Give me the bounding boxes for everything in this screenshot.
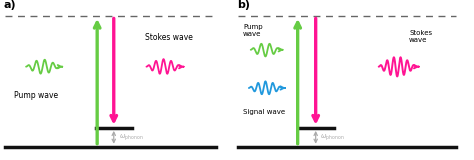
Text: $\omega_{\mathsf{phonon}}$: $\omega_{\mathsf{phonon}}$ bbox=[118, 133, 143, 144]
Text: Signal wave: Signal wave bbox=[243, 109, 285, 115]
Text: Pump
wave: Pump wave bbox=[243, 24, 263, 37]
Text: Stokes
wave: Stokes wave bbox=[409, 30, 432, 43]
Text: $\omega_{\mathsf{phonon}}$: $\omega_{\mathsf{phonon}}$ bbox=[320, 133, 345, 144]
Text: Stokes wave: Stokes wave bbox=[145, 33, 192, 42]
Text: Pump wave: Pump wave bbox=[14, 91, 58, 100]
Text: b): b) bbox=[237, 0, 250, 10]
Text: a): a) bbox=[4, 0, 17, 10]
